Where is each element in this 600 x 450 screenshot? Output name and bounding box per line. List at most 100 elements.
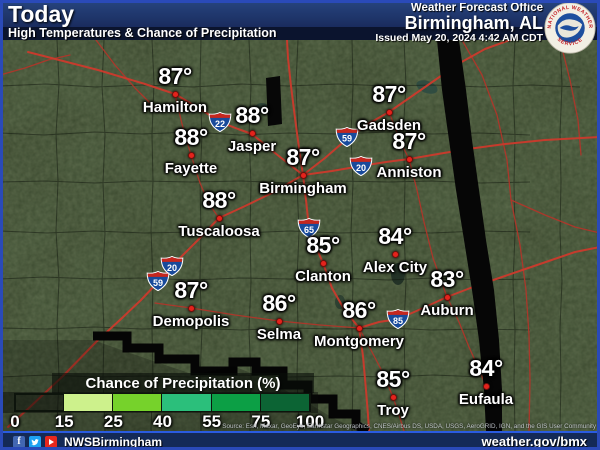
svg-text:65: 65 [304, 225, 314, 235]
facebook-icon[interactable]: f [13, 435, 25, 448]
city-temp-label: 87° [174, 277, 208, 303]
city-temp-label: 88° [235, 102, 269, 128]
city-temp-label: 84° [378, 223, 412, 249]
nws-logo-icon: NATIONAL WEATHER SERVICE [544, 2, 596, 54]
city-name-label: Demopolis [152, 313, 230, 330]
city-name-label: Anniston [376, 164, 442, 181]
city-dot-icon [187, 304, 195, 312]
city-temp-label: 88° [202, 187, 236, 213]
header-subband [0, 27, 600, 40]
city-dot-icon [248, 129, 256, 137]
map-attribution: Source: Esri, Maxar, GeoEye, Earthstar G… [222, 423, 596, 430]
interstate-shield-icon: 65 [297, 218, 321, 238]
legend-ticks: 0 15 25 40 55 75 100 [0, 412, 340, 431]
svg-text:59: 59 [342, 134, 352, 144]
city-dot-icon [299, 171, 307, 179]
interstate-shield-icon: 22 [208, 112, 232, 132]
city-dot-icon [391, 250, 399, 258]
svg-text:85: 85 [393, 316, 403, 326]
legend-title-band: Chance of Precipitation (%) [52, 373, 314, 393]
city-temp-label: 86° [262, 290, 296, 316]
header: Today High Temperatures & Chance of Prec… [0, 0, 600, 44]
city-name-label: Montgomery [314, 333, 404, 350]
site-url[interactable]: weather.gov/bmx [481, 434, 587, 449]
legend-tick-label: 25 [103, 412, 123, 431]
legend-bar [14, 393, 311, 412]
page-subtitle: High Temperatures & Chance of Precipitat… [8, 26, 277, 40]
city-name-label: Auburn [420, 302, 474, 319]
footer-bar: f NWSBirmingham weather.gov/bmx [0, 431, 600, 450]
legend-color-segment [113, 394, 163, 411]
city-name-label: Hamilton [142, 99, 208, 116]
office-city: Birmingham, AL [404, 13, 543, 33]
legend-title: Chance of Precipitation (%) [85, 374, 281, 392]
city-temp-label: 88° [174, 124, 208, 150]
legend-tick-label: 40 [153, 412, 172, 431]
city-temp-label: 86° [342, 297, 376, 323]
city-name-label: Birmingham [259, 180, 347, 197]
legend-color-segment [211, 394, 261, 411]
city-dot-icon [389, 393, 397, 401]
interstate-shield-icon: 85 [386, 309, 410, 329]
office-block: Weather Forecast Office Birmingham, AL I… [375, 0, 543, 44]
play-icon [48, 438, 54, 445]
city-temp-label: 85° [306, 232, 340, 258]
svg-text:59: 59 [153, 278, 163, 288]
legend-color-segment [162, 394, 212, 411]
city-temp-label: 85° [376, 366, 410, 392]
city-dot-icon [171, 90, 179, 98]
city-dot-icon [482, 382, 490, 390]
youtube-icon[interactable] [45, 435, 57, 448]
city-name-label: Fayette [164, 160, 218, 177]
svg-text:SERVICE: SERVICE [556, 37, 584, 48]
city-temp-label: 87° [158, 63, 192, 89]
svg-text:22: 22 [215, 119, 225, 129]
interstate-shield-icon: 20 [160, 256, 184, 276]
interstate-shield-icon: 59 [335, 127, 359, 147]
social-handle[interactable]: NWSBirmingham [64, 434, 163, 449]
city-dot-icon [443, 293, 451, 301]
header-band [0, 0, 600, 27]
city-name-label: Gadsden [356, 117, 422, 134]
city-dot-icon [187, 151, 195, 159]
city-name-label: Selma [256, 326, 302, 343]
page-title: Today [8, 1, 75, 27]
city-dot-icon [385, 108, 393, 116]
legend-tick-label: 100 [295, 412, 325, 431]
city-name-label: Troy [377, 402, 409, 419]
social-block: f NWSBirmingham [13, 435, 162, 449]
interstate-shield-icon: 20 [349, 156, 373, 176]
issued-timestamp: Issued May 20, 2024 4:42 AM CDT [375, 32, 543, 44]
city-temp-label: 87° [286, 144, 320, 170]
city-name-label: Tuscaloosa [178, 223, 260, 240]
legend-color-segment [15, 394, 65, 411]
legend-tick-label: 75 [251, 412, 271, 431]
office-line: Weather Forecast Office [410, 2, 543, 14]
city-dot-icon [319, 259, 327, 267]
city-dot-icon [405, 155, 413, 163]
city-name-label: Jasper [227, 138, 277, 155]
interstate-shield-icon: 59 [146, 271, 170, 291]
legend-color-segment [64, 394, 114, 411]
legend-color-segment [260, 394, 310, 411]
city-name-label: Alex City [362, 259, 428, 276]
svg-text:20: 20 [356, 163, 366, 173]
city-dot-icon [275, 317, 283, 325]
twitter-icon[interactable] [29, 435, 41, 448]
twitter-bird-icon [31, 438, 39, 445]
city-temp-label: 83° [430, 266, 464, 292]
city-temp-label: 87° [372, 81, 406, 107]
city-dot-icon [215, 214, 223, 222]
city-name-label: Eufaula [458, 391, 514, 408]
legend-tick-label: 15 [54, 412, 74, 431]
city-temp-label: 84° [469, 355, 503, 381]
svg-text:20: 20 [167, 263, 177, 273]
city-temp-label: 87° [392, 128, 426, 154]
legend-tick-label: 0 [10, 412, 20, 431]
city-dot-icon [355, 324, 363, 332]
city-name-label: Clanton [295, 268, 351, 285]
legend-tick-label: 55 [202, 412, 222, 431]
